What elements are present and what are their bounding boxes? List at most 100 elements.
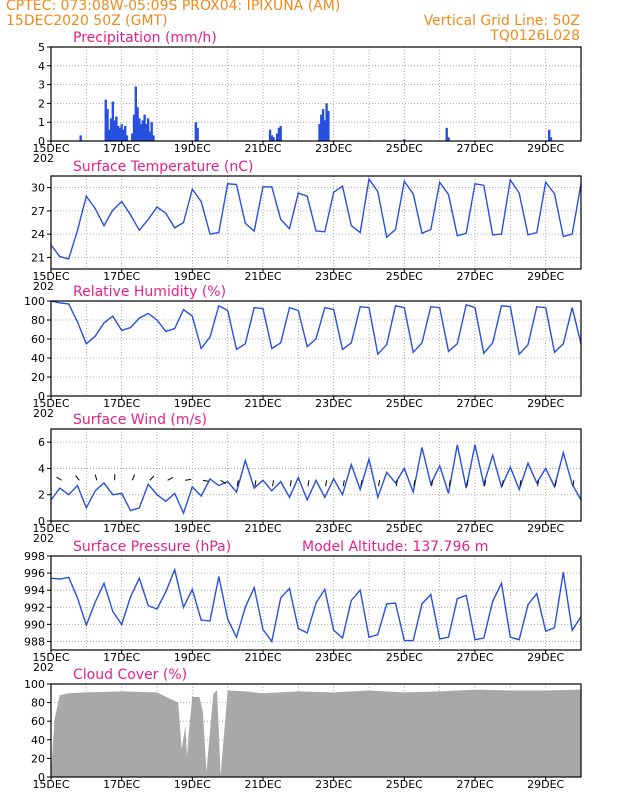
- precip-bar: [196, 127, 199, 141]
- precip-bar: [122, 129, 125, 141]
- wind-xtick-label: 17DEC: [103, 522, 140, 535]
- cloud-xtick-label: 23DEC: [315, 778, 352, 791]
- precip-bar: [548, 129, 551, 141]
- temp-xtick-label: 23DEC: [315, 270, 352, 283]
- precip-bar: [327, 110, 330, 141]
- wind-arrow-icon: [448, 480, 451, 487]
- rh-xtick-label: 15DEC: [32, 397, 69, 410]
- header-grid-note: Vertical Grid Line: 50Z: [423, 13, 580, 29]
- wind-arrow-icon: [519, 480, 522, 487]
- precip-ytick-label: 3: [38, 79, 45, 92]
- precip-ytick-label: 5: [38, 41, 45, 54]
- precip-title: Precipitation (mm/h): [73, 30, 217, 46]
- precip-bar: [279, 125, 282, 141]
- wind-ytick-label: 4: [38, 462, 45, 475]
- precip-bar: [139, 124, 143, 141]
- precip-bar: [131, 133, 134, 141]
- temp-ytick-label: 21: [31, 251, 45, 264]
- rh-xtick-label: 19DEC: [174, 397, 211, 410]
- precip-bar: [275, 133, 279, 141]
- cloud-xtick-label: 21DEC: [244, 778, 281, 791]
- wind-arrow-icon: [413, 480, 416, 487]
- precip-bar: [403, 139, 406, 141]
- press-ytick-label: 996: [24, 567, 45, 580]
- precip-xtick-label: 25DEC: [386, 142, 423, 155]
- press-ytick-label: 992: [24, 601, 45, 614]
- precip-ytick-label: 0: [38, 135, 45, 148]
- wind-arrow-icon: [94, 474, 98, 481]
- cloud-ytick-label: 100: [24, 678, 45, 691]
- precip-bar: [325, 103, 328, 141]
- wind-arrow-icon: [185, 478, 192, 481]
- cloud-frame: [50, 683, 582, 778]
- wind-arrow-icon: [56, 476, 62, 481]
- wind-xtick-label: 19DEC: [174, 522, 211, 535]
- cloud-xtick-label: 25DEC: [386, 778, 423, 791]
- precip-xtick-label: 27DEC: [456, 142, 493, 155]
- wind-arrow-icon: [307, 480, 310, 487]
- precip-bar: [321, 109, 325, 141]
- rh-ytick-label: 60: [31, 333, 45, 346]
- wind-ytick-label: 6: [38, 436, 45, 449]
- cloud-xtick-label: 19DEC: [174, 778, 211, 791]
- press-ytick-label: 998: [24, 550, 45, 563]
- precip-bar: [136, 107, 139, 141]
- wind-arrow-icon: [131, 474, 135, 481]
- cloud-ytick-label: 60: [31, 715, 45, 728]
- precip-xtick-label: 21DEC: [244, 142, 281, 155]
- temp-xtick-label: 27DEC: [456, 270, 493, 283]
- wind-arrow-icon: [484, 480, 487, 487]
- press-year-fragment: 202: [33, 661, 54, 674]
- precip-bar: [145, 124, 148, 141]
- precip-bar: [134, 86, 137, 141]
- header-location: CPTEC: 073:08W-05:09S PROX04: IPIXUNA (A…: [6, 0, 341, 14]
- wind-arrow-icon: [554, 480, 557, 487]
- rh-ytick-label: 20: [31, 371, 45, 384]
- wind-arrow-icon: [236, 480, 239, 487]
- wind-arrow-icon: [342, 480, 345, 487]
- precip-bar: [150, 122, 153, 141]
- rh-ytick-label: 100: [24, 295, 45, 308]
- temp-xtick-label: 21DEC: [244, 270, 281, 283]
- precip-bar: [115, 116, 118, 141]
- wind-arrow-icon: [167, 476, 174, 481]
- precip-bar: [146, 118, 150, 141]
- press-xtick-label: 15DEC: [32, 651, 69, 664]
- precip-bar: [125, 135, 129, 141]
- precip-ytick-label: 1: [38, 116, 45, 129]
- precip-xtick-label: 23DEC: [315, 142, 352, 155]
- wind-arrow-icon: [75, 475, 80, 481]
- precip-bar: [270, 135, 274, 141]
- rh-title: Relative Humidity (%): [73, 284, 226, 300]
- press-panel: [47, 555, 582, 654]
- wind-arrow-icon: [220, 479, 226, 484]
- precip-bar: [277, 127, 281, 141]
- wind-ytick-label: 0: [38, 515, 45, 528]
- header-init-time: 15DEC2020 50Z (GMT): [6, 13, 168, 29]
- press-xtick-label: 29DEC: [527, 651, 564, 664]
- precip-bar: [106, 109, 109, 141]
- press-xtick-label: 27DEC: [456, 651, 493, 664]
- temp-frame: [50, 175, 582, 270]
- precip-bar: [108, 129, 111, 141]
- cloud-xtick-label: 27DEC: [456, 778, 493, 791]
- wind-xtick-label: 21DEC: [244, 522, 281, 535]
- precip-bar: [320, 114, 323, 141]
- wind-arrow-icon: [431, 480, 434, 487]
- precip-panel: [47, 46, 582, 145]
- wind-arrow-icon: [272, 480, 275, 487]
- temp-panel: [47, 175, 582, 273]
- precip-xtick-label: 15DEC: [32, 142, 69, 155]
- temp-ytick-label: 27: [31, 205, 45, 218]
- wind-series-line: [50, 444, 582, 516]
- press-xtick-label: 19DEC: [174, 651, 211, 664]
- wind-arrow-icon: [149, 475, 155, 481]
- precip-bar: [549, 137, 553, 141]
- precip-bar: [272, 137, 275, 141]
- precip-bar: [116, 125, 120, 141]
- rh-xtick-label: 21DEC: [244, 397, 281, 410]
- wind-arrow-icon: [395, 480, 398, 487]
- precip-bar: [104, 99, 107, 141]
- temp-xtick-label: 19DEC: [174, 270, 211, 283]
